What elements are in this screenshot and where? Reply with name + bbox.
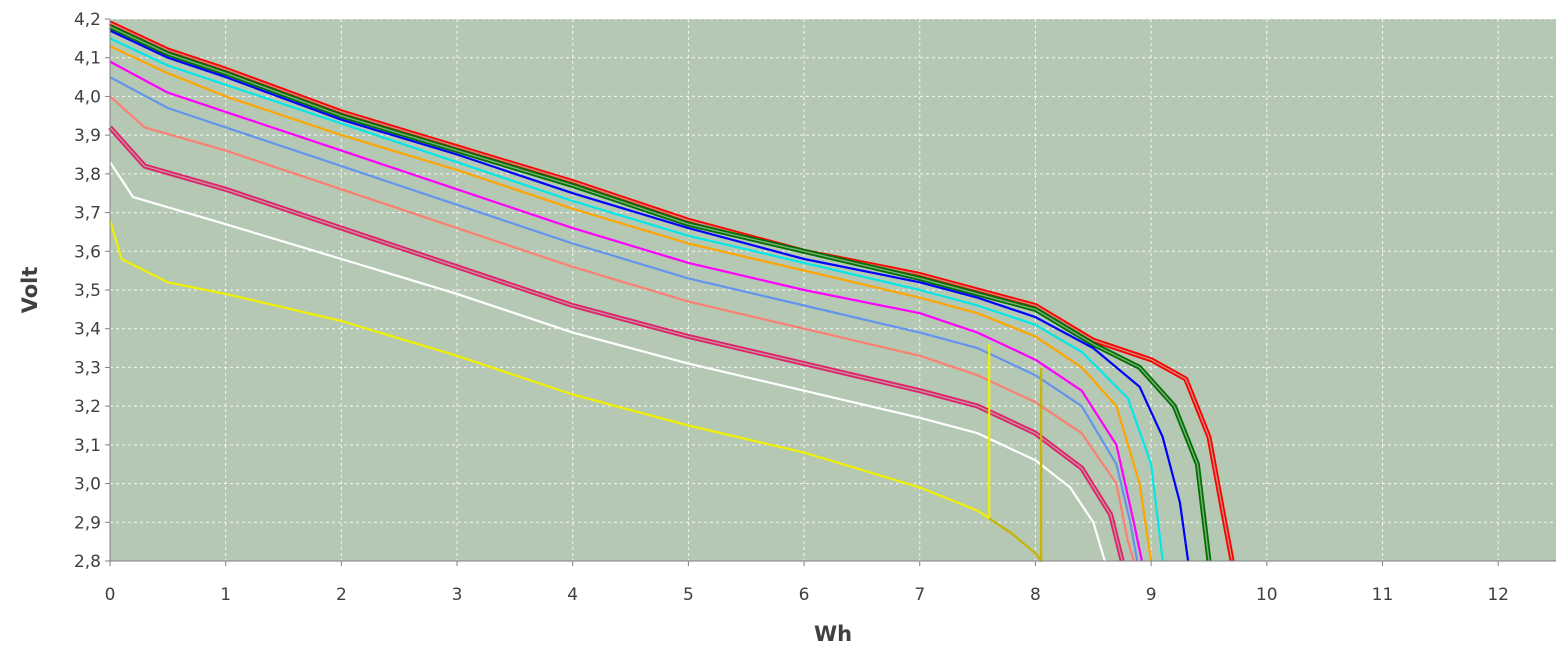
series-line-10 <box>108 219 991 520</box>
x-tick-label: 1 <box>220 585 231 605</box>
x-axis-title: Wh <box>814 622 852 646</box>
x-tick-label: 12 <box>1487 585 1509 605</box>
series-line-4 <box>109 45 1153 562</box>
series-line-5 <box>109 60 1143 562</box>
y-tick-label: 4,1 <box>74 49 101 69</box>
y-tick-label: 3,5 <box>74 281 101 301</box>
y-tick-label: 3,8 <box>74 165 101 185</box>
x-tick-label: 8 <box>1030 585 1041 605</box>
x-tick-label: 2 <box>336 585 347 605</box>
x-tick-label: 3 <box>452 585 463 605</box>
x-tick-label: 4 <box>567 585 578 605</box>
y-axis-ticks: 2,8 2,9 3,0 3,1 3,2 3,3 3,4 3,5 3,6 3,7 3,8 3,9 4,0 4… <box>74 10 110 572</box>
series-line-11 <box>988 367 1043 563</box>
x-tick-label: 0 <box>105 585 116 605</box>
y-tick-label: 3,2 <box>74 397 101 417</box>
y-tick-label: 3,7 <box>74 204 101 224</box>
series-line-inner-8 <box>109 126 1123 562</box>
y-tick-label: 3,4 <box>74 320 101 340</box>
series-line-inner-0 <box>109 22 1233 562</box>
y-tick-label: 2,9 <box>74 513 101 533</box>
x-tick-label: 11 <box>1372 585 1394 605</box>
x-tick-label: 5 <box>683 585 694 605</box>
y-tick-label: 4,2 <box>74 10 101 30</box>
y-tick-label: 3,9 <box>74 126 101 146</box>
x-tick-label: 6 <box>799 585 810 605</box>
y-tick-label: 3,0 <box>74 475 101 495</box>
grid-lines <box>110 18 1556 561</box>
x-tick-label: 10 <box>1256 585 1278 605</box>
y-tick-label: 2,8 <box>74 552 101 572</box>
x-tick-label: 7 <box>914 585 925 605</box>
y-tick-label: 3,3 <box>74 358 101 378</box>
series-line-6 <box>109 76 1139 562</box>
series-line-3 <box>109 37 1164 562</box>
series-line-2 <box>109 29 1190 562</box>
x-axis-ticks: 0 1 2 3 4 5 6 7 8 9 10 11 12 <box>105 561 1509 605</box>
series-line-9 <box>109 161 1106 562</box>
x-tick-label: 9 <box>1146 585 1157 605</box>
series-layer <box>108 20 1235 563</box>
y-tick-label: 3,6 <box>74 242 101 262</box>
series-line-inner-1 <box>109 26 1210 562</box>
y-tick-label: 3,1 <box>74 436 101 456</box>
y-axis-title: Volt <box>18 267 42 314</box>
series-line-7 <box>109 95 1135 562</box>
y-tick-label: 4,0 <box>74 87 101 107</box>
